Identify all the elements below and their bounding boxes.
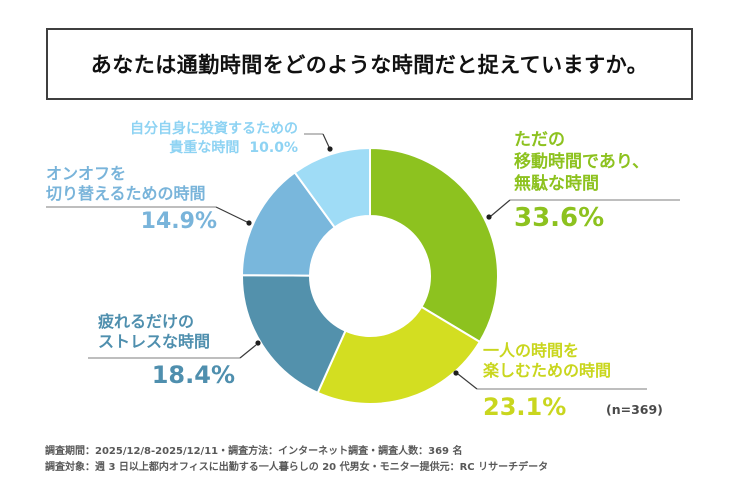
label-switch-time: オンオフを 切り替えるための時間 — [46, 164, 206, 204]
label-invest-line1: 自分自身に投資するための — [130, 121, 298, 137]
pie-slice-4 — [293, 146, 371, 229]
survey-footer-line1: 調査期間：2025/12/8-2025/12/11・調査方法：インターネット調査… — [45, 446, 463, 457]
leader-stress — [239, 344, 257, 359]
survey-footer-line2: 調査対象：週 3 日以上都内オフィスに出勤する一人暮らしの 20 代男女・モニタ… — [45, 462, 549, 473]
label-switch-line1: オンオフを — [46, 164, 127, 183]
pct-switch-time: 14.9% — [140, 209, 217, 234]
label-alone-time: 一人の時間を 楽しむための時間 — [483, 341, 611, 381]
leader-switch — [215, 206, 248, 223]
label-stress-line1: 疲れるだけの — [98, 312, 195, 331]
label-wasted-time: ただの 移動時間であり、 無駄な時間 — [514, 129, 649, 195]
pie-slice-1 — [316, 305, 482, 405]
label-alone-line2: 楽しむための時間 — [483, 361, 612, 380]
pct-alone-time: 23.1% — [483, 393, 567, 421]
label-switch-line2: 切り替えるための時間 — [46, 184, 206, 203]
leader-dot-invest — [327, 146, 333, 152]
leader-invest — [322, 133, 330, 148]
label-wasted-line2: 移動時間であり、 — [514, 152, 650, 172]
label-invest-time: 自分自身に投資するための 貴重な時間 10.0% — [130, 120, 298, 158]
question-title-box: あなたは通勤時間をどのような時間だと捉えていますか。 — [46, 28, 693, 100]
leader-dot-alone — [453, 370, 459, 376]
label-stress-time: 疲れるだけの ストレスな時間 — [98, 312, 210, 352]
label-invest-line2-text: 貴重な時間 — [169, 140, 240, 156]
question-title: あなたは通勤時間をどのような時間だと捉えていますか。 — [90, 53, 649, 77]
label-alone-line1: 一人の時間を — [483, 341, 580, 360]
leader-dot-wasted — [486, 214, 492, 220]
pie-slice-2 — [240, 274, 347, 395]
leader-wasted — [490, 199, 511, 217]
label-invest-line2: 貴重な時間 10.0% — [130, 139, 298, 158]
survey-footer: 調査期間：2025/12/8-2025/12/11・調査方法：インターネット調査… — [45, 444, 548, 476]
pct-invest-time: 10.0% — [249, 140, 298, 156]
label-stress-line2: ストレスな時間 — [98, 332, 211, 351]
pie-slice-0 — [369, 146, 499, 344]
pct-stress-time: 18.4% — [151, 361, 235, 389]
label-wasted-line1: ただの — [514, 130, 565, 150]
leader-alone — [457, 373, 478, 390]
leader-dot-switch — [246, 220, 252, 226]
label-wasted-line3: 無駄な時間 — [514, 174, 599, 194]
pct-wasted-time: 33.6% — [514, 203, 605, 233]
leader-dot-stress — [255, 340, 261, 346]
leader-lines — [46, 133, 680, 390]
sample-size-note: (n=369) — [606, 402, 663, 417]
donut-slices — [240, 146, 499, 405]
